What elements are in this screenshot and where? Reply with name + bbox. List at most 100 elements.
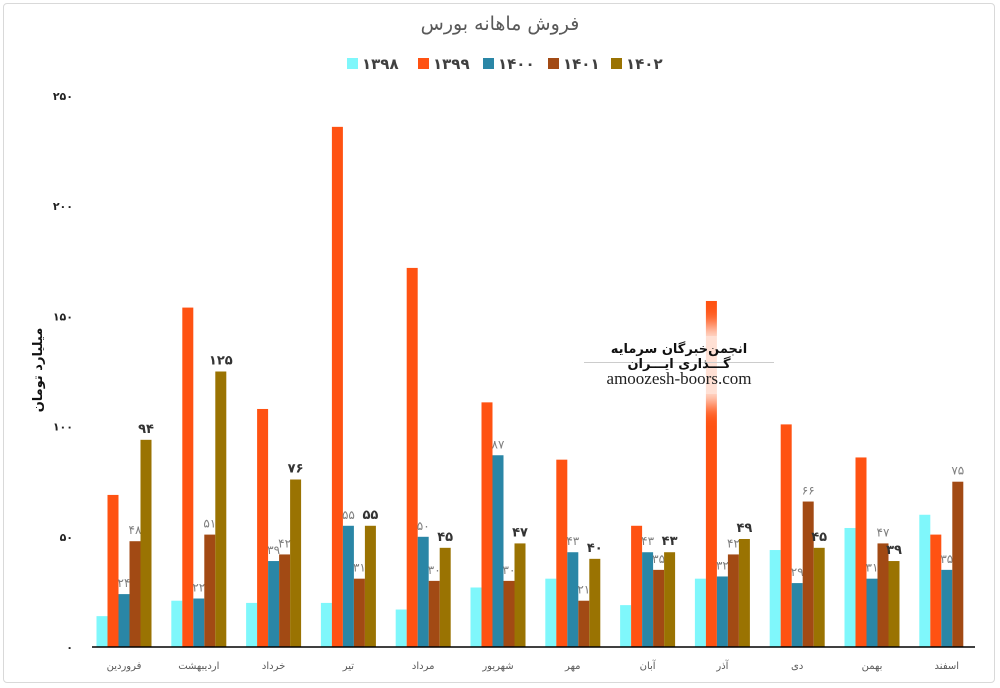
x-tick-label: شهریور — [481, 661, 513, 672]
bar-1-5 — [481, 402, 493, 647]
watermark-url: amoozesh-boors.com — [606, 369, 752, 388]
bar-0-11 — [919, 514, 931, 647]
legend-swatch-2 — [483, 58, 494, 69]
data-label: ۴۹ — [736, 521, 752, 536]
bar-0-1 — [171, 600, 183, 647]
bar-4-4 — [439, 547, 451, 647]
bar-3-0 — [129, 541, 141, 647]
x-tick-label: مرداد — [412, 661, 435, 672]
legend-label: ۱۳۹۹ — [433, 55, 470, 73]
data-label: ۷۶ — [288, 461, 304, 476]
data-label: ۲۲ — [192, 581, 205, 595]
bar-2-4 — [417, 536, 429, 647]
data-label: ۵۰ — [417, 519, 430, 533]
data-label: ۸۷ — [492, 437, 505, 451]
data-label: ۳۹ — [886, 543, 902, 558]
legend-label: ۱۴۰۰ — [498, 55, 535, 73]
bar-0-9 — [769, 550, 781, 647]
data-label: ۴۳ — [566, 534, 579, 548]
x-tick-label: اردیبهشت — [178, 661, 219, 672]
bar-2-6 — [567, 552, 579, 647]
bar-2-10 — [866, 578, 878, 647]
data-label: ۴۲ — [727, 536, 740, 550]
bar-2-7 — [642, 552, 654, 647]
bar-0-2 — [246, 602, 258, 647]
bar-3-6 — [578, 600, 590, 647]
y-tick-label: ۵۰ — [60, 531, 73, 544]
bar-4-5 — [514, 543, 526, 647]
data-label: ۵۱ — [203, 517, 216, 531]
bar-1-9 — [780, 424, 792, 647]
bar-1-7 — [631, 525, 643, 647]
bar-0-4 — [395, 609, 407, 647]
bar-2-9 — [791, 583, 803, 647]
x-tick-label: آذر — [715, 659, 729, 672]
bar-1-11 — [930, 534, 942, 647]
legend-swatch-0 — [347, 58, 358, 69]
data-label: ۴۷ — [512, 525, 528, 540]
bar-1-0 — [107, 494, 119, 647]
bar-3-9 — [802, 501, 814, 647]
data-label: ۲۴ — [118, 576, 131, 590]
bar-4-9 — [813, 547, 825, 647]
bar-0-5 — [470, 587, 482, 647]
data-label: ۴۵ — [437, 530, 453, 545]
x-tick-label: خرداد — [262, 661, 285, 672]
bar-3-7 — [653, 569, 665, 647]
y-tick-label: ۲۵۰ — [53, 90, 73, 103]
bar-4-2 — [290, 479, 302, 647]
legend-swatch-3 — [548, 58, 559, 69]
data-label: ۳۵ — [940, 552, 953, 566]
legend-label: ۱۳۹۸ — [362, 55, 399, 73]
bar-2-5 — [492, 455, 504, 647]
y-axis-label: میلیارد تومان — [31, 328, 46, 413]
bar-1-6 — [556, 459, 568, 647]
data-label: ۱۲۵ — [209, 354, 233, 369]
bar-3-2 — [279, 554, 291, 647]
data-label: ۳۹ — [267, 543, 280, 557]
bar-0-3 — [320, 602, 332, 647]
data-label: ۴۰ — [587, 541, 603, 556]
bar-0-6 — [545, 578, 557, 647]
bar-2-11 — [941, 569, 953, 647]
data-label: ۳۰ — [503, 563, 516, 577]
data-label: ۲۱ — [577, 583, 590, 597]
data-label: ۴۸ — [129, 523, 142, 537]
data-label: ۴۲ — [278, 536, 291, 550]
bar-1-1 — [182, 307, 194, 647]
bar-1-10 — [855, 457, 867, 647]
x-tick-label: آبان — [640, 659, 657, 672]
bar-3-11 — [952, 481, 964, 647]
bar-4-7 — [664, 552, 676, 647]
watermark: انجمن‌خبرگان سرمایه گـــذاری ایـــران am… — [584, 336, 774, 394]
data-label: ۴۷ — [877, 525, 890, 539]
bar-4-8 — [738, 539, 750, 647]
watermark-title: انجمن‌خبرگان سرمایه گـــذاری ایـــران — [584, 336, 774, 372]
bar-3-1 — [204, 534, 216, 647]
legend-label: ۱۴۰۲ — [626, 55, 663, 73]
chart-frame — [3, 3, 995, 683]
bar-4-3 — [364, 525, 376, 647]
x-tick-label: فروردین — [107, 661, 142, 672]
y-tick-label: ۰ — [66, 641, 73, 654]
data-label: ۳۲ — [716, 558, 729, 572]
bar-4-10 — [888, 561, 900, 647]
data-label: ۳۰ — [428, 563, 441, 577]
y-tick-label: ۱۰۰ — [53, 421, 73, 434]
bar-1-4 — [406, 267, 418, 647]
bar-0-7 — [620, 605, 632, 647]
data-label: ۴۳ — [662, 534, 678, 549]
legend-swatch-4 — [611, 58, 622, 69]
y-tick-label: ۱۵۰ — [53, 310, 73, 323]
bar-3-4 — [428, 580, 440, 647]
bar-2-1 — [193, 598, 205, 647]
x-tick-label: دی — [791, 661, 803, 672]
bar-3-5 — [503, 580, 515, 647]
bar-2-8 — [716, 576, 728, 647]
data-label: ۴۳ — [641, 534, 654, 548]
bar-2-3 — [342, 525, 354, 647]
data-label: ۲۹ — [791, 565, 804, 579]
data-label: ۵۵ — [362, 508, 378, 523]
bar-3-8 — [727, 554, 739, 647]
